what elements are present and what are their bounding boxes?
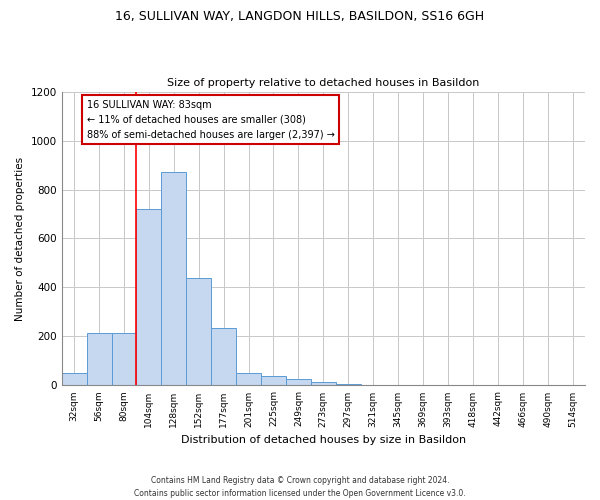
X-axis label: Distribution of detached houses by size in Basildon: Distribution of detached houses by size … bbox=[181, 435, 466, 445]
Text: 16, SULLIVAN WAY, LANGDON HILLS, BASILDON, SS16 6GH: 16, SULLIVAN WAY, LANGDON HILLS, BASILDO… bbox=[115, 10, 485, 23]
Bar bbox=[286, 380, 311, 386]
Bar bbox=[311, 382, 336, 386]
Y-axis label: Number of detached properties: Number of detached properties bbox=[15, 156, 25, 320]
Bar bbox=[86, 333, 112, 386]
Bar bbox=[211, 328, 236, 386]
Bar bbox=[112, 333, 136, 386]
Title: Size of property relative to detached houses in Basildon: Size of property relative to detached ho… bbox=[167, 78, 479, 88]
Bar bbox=[236, 373, 261, 386]
Bar bbox=[161, 172, 186, 386]
Bar bbox=[186, 278, 211, 386]
Bar bbox=[261, 376, 286, 386]
Bar bbox=[62, 373, 86, 386]
Text: 16 SULLIVAN WAY: 83sqm
← 11% of detached houses are smaller (308)
88% of semi-de: 16 SULLIVAN WAY: 83sqm ← 11% of detached… bbox=[86, 100, 334, 140]
Bar bbox=[336, 384, 361, 386]
Bar bbox=[136, 209, 161, 386]
Text: Contains HM Land Registry data © Crown copyright and database right 2024.
Contai: Contains HM Land Registry data © Crown c… bbox=[134, 476, 466, 498]
